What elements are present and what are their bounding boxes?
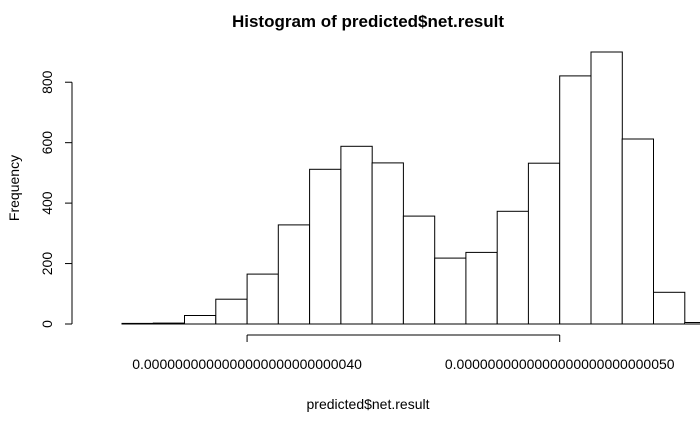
histogram-bar-0 xyxy=(121,322,154,325)
histogram-bars xyxy=(121,51,700,325)
y-tick-label-1: 200 xyxy=(39,252,55,276)
histogram-bar-3 xyxy=(215,298,248,325)
y-axis: 0 200 400 600 800 xyxy=(39,70,73,328)
y-tick-label-2: 400 xyxy=(39,191,55,215)
chart-title: Histogram of predicted$net.result xyxy=(232,12,504,31)
histogram-bar-18 xyxy=(684,322,700,325)
y-tick-label-4: 800 xyxy=(39,70,55,94)
histogram-bar-1 xyxy=(152,322,186,325)
histogram-bar-4 xyxy=(246,273,279,325)
histogram-bar-12 xyxy=(496,210,530,325)
histogram-bar-14 xyxy=(559,75,592,325)
histogram-bar-5 xyxy=(277,224,311,325)
histogram-bar-8 xyxy=(371,162,404,325)
histogram-bar-11 xyxy=(465,251,498,325)
histogram-bar-10 xyxy=(434,257,467,325)
histogram-bar-16 xyxy=(621,138,655,325)
x-tick-label-1: 0.0000000000000000000000000050 xyxy=(445,356,675,372)
y-tick-label-3: 600 xyxy=(39,131,55,155)
x-axis: 0.0000000000000000000000000040 0.00000000… xyxy=(132,334,675,372)
histogram-bar-9 xyxy=(402,215,436,325)
y-tick-label-0: 0 xyxy=(39,320,55,328)
histogram-bar-15 xyxy=(590,51,623,325)
y-axis-label: Frequency xyxy=(6,155,22,221)
histogram-bar-17 xyxy=(653,291,686,325)
histogram-bar-13 xyxy=(527,162,561,325)
x-axis-label: predicted$net.result xyxy=(307,396,430,412)
x-tick-label-0: 0.0000000000000000000000000040 xyxy=(132,356,362,372)
histogram-bar-7 xyxy=(340,145,373,325)
histogram-bar-2 xyxy=(184,315,217,325)
histogram-bar-6 xyxy=(309,168,342,325)
